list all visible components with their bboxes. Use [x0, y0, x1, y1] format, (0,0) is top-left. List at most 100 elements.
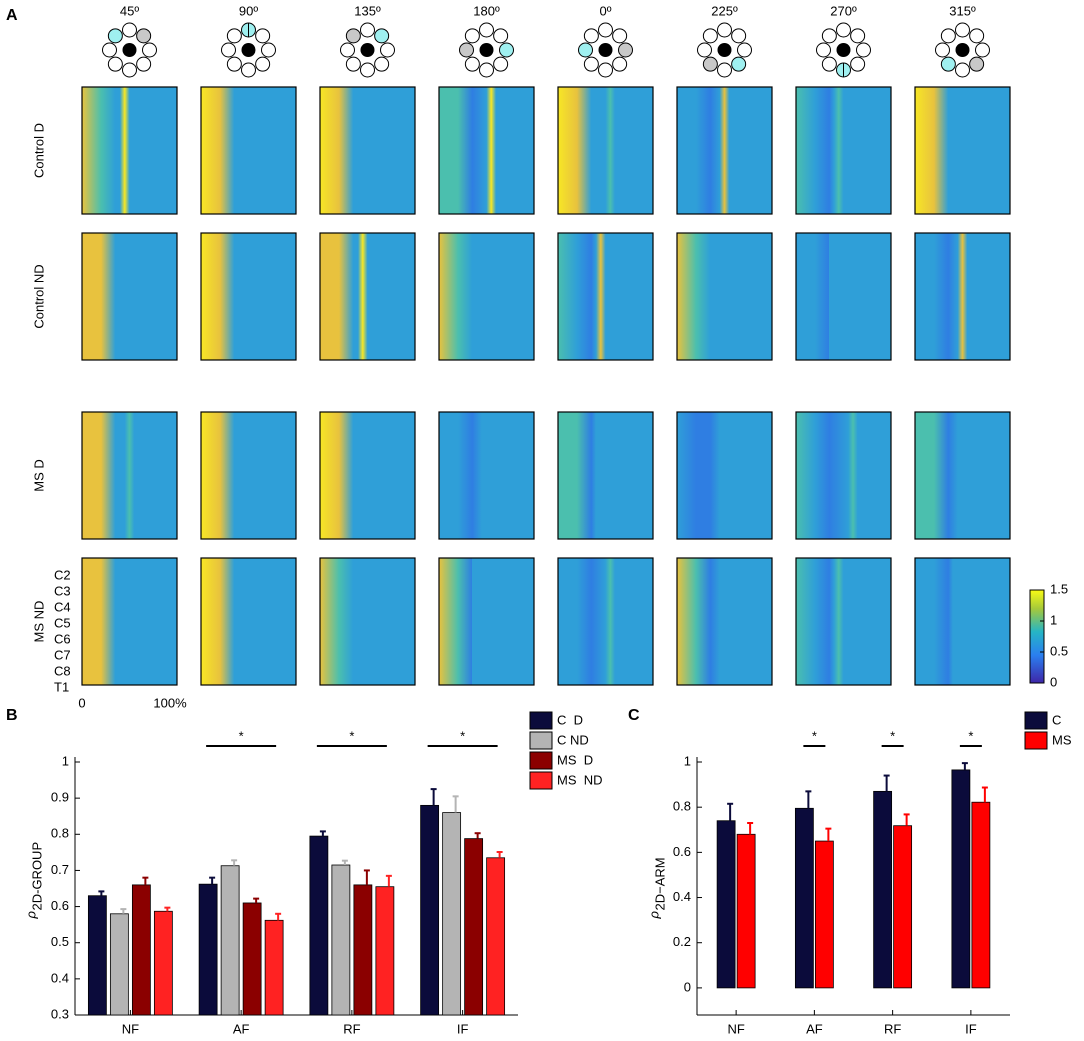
y-tick-label: 0.8 [51, 826, 69, 841]
bar [716, 820, 736, 989]
center-dot [479, 43, 494, 57]
target-circle [142, 42, 157, 58]
x-tick-label: NF [122, 1021, 139, 1036]
segment-label: C3 [54, 583, 71, 598]
row-label: Control D [31, 123, 46, 178]
target-circle [612, 28, 628, 44]
target-circle [102, 42, 117, 58]
heatmap [557, 411, 654, 540]
colorbar-tick-label: 1 [1050, 612, 1057, 627]
heatmap [319, 557, 416, 686]
target-circle [578, 42, 593, 58]
bar [893, 825, 913, 989]
target-circle [360, 62, 375, 78]
significance-marker: * [349, 728, 354, 743]
y-tick-label: 0.3 [51, 1006, 69, 1021]
y-tick-label: 0.4 [51, 970, 69, 985]
target-circle [940, 28, 956, 44]
target-circle [697, 42, 712, 58]
target-circle [737, 42, 752, 58]
target-circle [464, 28, 480, 44]
bar [814, 840, 834, 989]
target-circle [612, 56, 628, 72]
target-circle [360, 22, 375, 38]
bar [131, 884, 151, 1016]
target-circle [345, 56, 361, 72]
legend-swatch [529, 731, 553, 750]
target-circle [107, 56, 123, 72]
target-circle [702, 28, 718, 44]
legend-swatch [529, 771, 553, 790]
bar [309, 835, 329, 1016]
segment-label: T1 [54, 679, 69, 694]
row-label: MS D [31, 459, 46, 492]
target-circle [136, 56, 152, 72]
target-circle [221, 42, 236, 58]
legend-label: MS ND [557, 772, 603, 787]
target-circle [241, 62, 256, 78]
legend-label: MS [1052, 732, 1072, 747]
segment-label: C4 [54, 599, 71, 614]
significance-marker: * [239, 728, 244, 743]
y-tick-label: 0 [684, 979, 691, 994]
target-circle [583, 28, 599, 44]
colorbar-tick-label: 1.5 [1050, 581, 1068, 596]
legend-swatch [1024, 731, 1048, 750]
target-circle [598, 22, 613, 38]
target-circle [940, 56, 956, 72]
y-label-subscript: 2D−ARM [652, 857, 667, 910]
target-circle [955, 22, 970, 38]
x-label: 0 [78, 695, 85, 710]
y-tick-label: 0.5 [51, 934, 69, 949]
y-label-symbol: ρ [646, 911, 661, 920]
target-circle [374, 56, 390, 72]
target-circle [702, 56, 718, 72]
heatmap [795, 86, 892, 215]
target-circle [374, 28, 390, 44]
target-circle [380, 42, 395, 58]
target-circle [618, 42, 633, 58]
target-circle [345, 28, 361, 44]
bar [331, 864, 351, 1016]
target-circle [583, 56, 599, 72]
row-label: MS ND [31, 601, 46, 643]
y-tick-label: 0.6 [673, 844, 691, 859]
x-tick-label: NF [727, 1021, 744, 1036]
heatmap [795, 232, 892, 361]
panel-label: A [6, 7, 18, 24]
target-circle [464, 56, 480, 72]
center-dot [241, 43, 256, 57]
angle-label: 315º [949, 3, 976, 18]
bar [87, 895, 107, 1016]
angle-label: 45º [120, 3, 139, 18]
segment-label: C2 [54, 567, 71, 582]
x-tick-label: RF [343, 1021, 360, 1036]
y-tick-label: 1 [62, 753, 69, 768]
y-tick-label: 1 [684, 753, 691, 768]
target-circle [850, 56, 866, 72]
target-circle [261, 42, 276, 58]
bar [153, 910, 173, 1016]
y-tick-label: 0.4 [673, 889, 691, 904]
segment-label: C6 [54, 631, 71, 646]
target-circle [731, 56, 747, 72]
target-circle [850, 28, 866, 44]
angle-label: 270º [830, 3, 857, 18]
y-label-subscript: 2D-GROUP [29, 842, 44, 911]
bar [464, 838, 484, 1016]
center-dot [955, 43, 970, 57]
x-tick-label: AF [233, 1021, 250, 1036]
target-circle [821, 28, 837, 44]
bar [109, 913, 129, 1016]
bar [951, 769, 971, 989]
target-circle [821, 56, 837, 72]
significance-marker: * [460, 728, 465, 743]
target-circle [836, 22, 851, 38]
heatmap [438, 232, 535, 361]
x-tick-label: IF [457, 1021, 469, 1036]
legend-label: C D [557, 712, 583, 727]
target-circle [226, 56, 242, 72]
bar [736, 833, 756, 989]
target-circle [136, 28, 152, 44]
heatmap [200, 86, 297, 215]
